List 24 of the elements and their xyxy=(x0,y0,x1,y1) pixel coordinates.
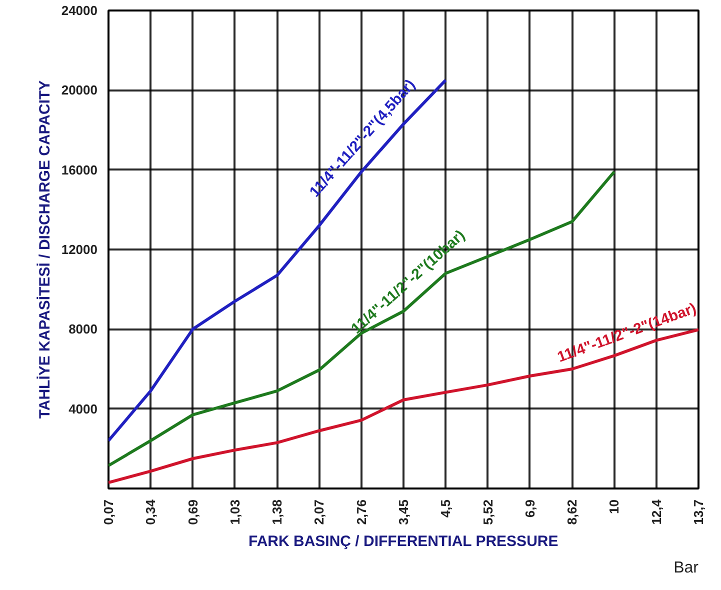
x-tick-label: 1,03 xyxy=(227,499,242,525)
x-tick-label: 2,07 xyxy=(312,499,327,525)
x-tick-label: 0,07 xyxy=(101,499,116,525)
x-tick-label: 12,4 xyxy=(648,498,664,525)
x-tick-label: 1,38 xyxy=(270,499,285,525)
y-axis-title: TAHLİYE KAPASİTESİ / DISCHARGE CAPACITY xyxy=(36,80,54,419)
x-tick-label: 2,76 xyxy=(354,499,369,525)
y-tick-label: 4000 xyxy=(68,401,98,416)
y-tick-label: 24000 xyxy=(61,3,98,18)
x-tick-label: 0,69 xyxy=(185,499,200,525)
text: Bar xyxy=(674,560,700,576)
x-tick-label: 8,62 xyxy=(564,499,580,525)
x-tick-label: 10 xyxy=(606,499,622,514)
x-axis-title: FARK BASINÇ / DIFFERENTIAL PRESSURE xyxy=(248,532,558,550)
x-tick-label: 5,52 xyxy=(480,499,496,525)
x-tick-label: 0,34 xyxy=(143,498,158,525)
y-tick-label: 16000 xyxy=(61,162,98,178)
y-tick-label: 12000 xyxy=(61,242,98,257)
y-tick-label: 8000 xyxy=(68,322,98,337)
x-tick-label: 4,5 xyxy=(438,499,454,518)
x-tick-label: 3,45 xyxy=(396,499,411,525)
x-tick-label: 13,7 xyxy=(691,499,706,525)
y-tick-label: 20000 xyxy=(61,82,98,98)
x-tick-label: 6,9 xyxy=(522,499,538,518)
